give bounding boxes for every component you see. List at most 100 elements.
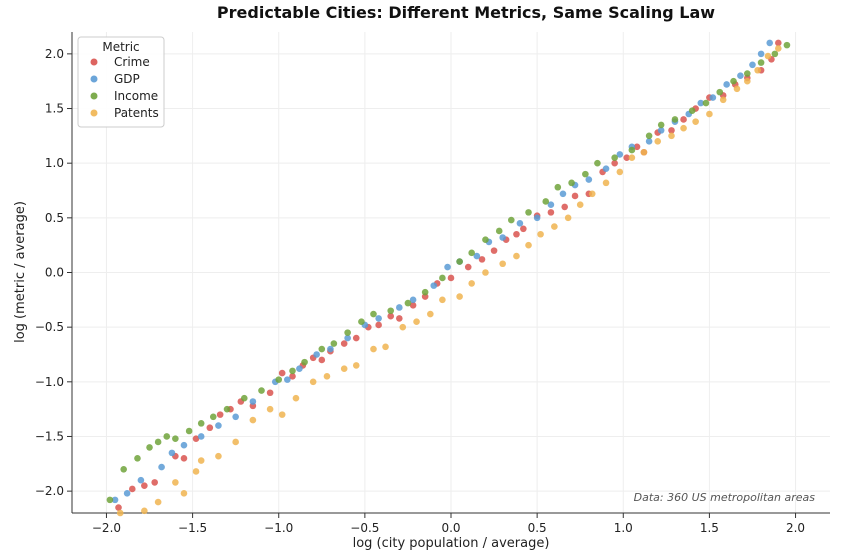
data-point-patents bbox=[197, 457, 205, 464]
data-point-gdp bbox=[602, 165, 610, 172]
legend-title: Metric bbox=[102, 40, 139, 54]
data-point-crime bbox=[128, 485, 136, 493]
legend-label-gdp: GDP bbox=[114, 72, 140, 86]
data-point-crime bbox=[547, 209, 555, 216]
data-point-income bbox=[507, 216, 515, 224]
data-point-gdp bbox=[168, 449, 176, 457]
data-point-income bbox=[657, 121, 665, 129]
legend-marker-income bbox=[90, 92, 98, 100]
data-point-income bbox=[330, 340, 338, 347]
data-point-gdp bbox=[616, 151, 624, 158]
data-point-crime bbox=[571, 192, 579, 200]
data-point-crime bbox=[513, 230, 520, 238]
data-point-gdp bbox=[430, 282, 438, 289]
data-point-income bbox=[688, 107, 696, 115]
data-point-gdp bbox=[344, 334, 351, 342]
data-point-income bbox=[209, 413, 217, 421]
data-point-income bbox=[197, 420, 205, 427]
x-tick-label: 1.5 bbox=[700, 521, 719, 535]
data-point-patents bbox=[352, 362, 360, 369]
data-point-patents bbox=[513, 252, 520, 260]
data-point-income bbox=[163, 433, 171, 440]
data-point-gdp bbox=[396, 304, 403, 311]
data-point-gdp bbox=[409, 296, 417, 304]
data-point-income bbox=[525, 209, 532, 216]
data-point-crime bbox=[141, 482, 148, 489]
data-point-gdp bbox=[158, 463, 165, 471]
data-point-patents bbox=[719, 96, 727, 104]
data-point-patents bbox=[588, 190, 596, 198]
series-income bbox=[106, 41, 791, 504]
data-point-crime bbox=[266, 389, 274, 397]
data-point-income bbox=[439, 274, 446, 282]
data-point-patents bbox=[309, 378, 317, 386]
data-point-crime bbox=[289, 373, 296, 380]
data-point-patents bbox=[154, 498, 162, 506]
data-point-income bbox=[172, 435, 179, 442]
x-tick-label: 1.0 bbox=[614, 521, 633, 535]
data-point-patents bbox=[616, 168, 624, 176]
series-gdp bbox=[111, 39, 774, 504]
data-point-income bbox=[223, 405, 231, 413]
y-axis-label: log (metric / average) bbox=[13, 201, 28, 343]
data-point-gdp bbox=[232, 413, 239, 421]
data-point-crime bbox=[375, 321, 382, 329]
data-point-gdp bbox=[585, 176, 593, 183]
data-point-gdp bbox=[516, 220, 524, 227]
data-point-crime bbox=[409, 301, 417, 309]
data-point-crime bbox=[151, 479, 158, 486]
x-tick-label: 0.5 bbox=[528, 521, 547, 535]
data-point-patents bbox=[323, 373, 331, 380]
data-point-patents bbox=[628, 154, 636, 162]
data-point-income bbox=[301, 358, 308, 366]
legend-marker-patents bbox=[90, 109, 98, 117]
y-tick-label: 2.0 bbox=[45, 47, 64, 61]
legend-label-income: Income bbox=[114, 89, 158, 103]
data-point-gdp bbox=[757, 50, 765, 58]
y-tick-label: −0.5 bbox=[35, 320, 64, 334]
y-tick-label: −1.0 bbox=[35, 375, 64, 389]
data-point-crime bbox=[192, 435, 200, 442]
data-point-income bbox=[344, 329, 351, 336]
data-point-patents bbox=[382, 343, 389, 351]
y-tick-label: −2.0 bbox=[35, 484, 64, 498]
data-point-income bbox=[771, 50, 779, 58]
data-point-income bbox=[289, 367, 296, 375]
data-point-income bbox=[542, 198, 550, 205]
data-point-gdp bbox=[180, 441, 188, 449]
data-point-income bbox=[730, 77, 737, 85]
data-point-gdp bbox=[547, 201, 555, 209]
x-axis-label: log (city population / average) bbox=[353, 536, 550, 551]
data-point-patents bbox=[640, 148, 648, 156]
data-point-gdp bbox=[749, 61, 756, 69]
data-point-crime bbox=[318, 356, 326, 364]
legend-marker-gdp bbox=[90, 75, 98, 83]
data-point-gdp bbox=[123, 490, 131, 497]
data-point-patents bbox=[278, 411, 286, 418]
data-point-gdp bbox=[657, 127, 665, 134]
series-patents bbox=[116, 45, 782, 517]
data-point-gdp bbox=[737, 72, 744, 80]
data-point-patents bbox=[576, 201, 584, 209]
data-points bbox=[106, 39, 791, 517]
data-point-income bbox=[387, 307, 395, 315]
data-point-gdp bbox=[559, 190, 567, 198]
data-source-annotation: Data: 360 US metropolitan areas bbox=[634, 491, 816, 504]
data-point-income bbox=[318, 345, 326, 353]
data-point-patents bbox=[706, 110, 713, 118]
data-point-gdp bbox=[533, 214, 541, 222]
legend-label-patents: Patents bbox=[114, 106, 159, 120]
data-point-crime bbox=[396, 315, 403, 322]
data-point-crime bbox=[115, 504, 122, 511]
data-point-income bbox=[594, 159, 601, 167]
x-ticks: −2.0 −1.5 −1.0 −0.5 0.0 0.5 1.0 1.5 2.0 bbox=[92, 513, 805, 535]
data-point-patents bbox=[680, 124, 687, 132]
y-tick-label: 1.5 bbox=[45, 102, 64, 116]
data-point-patents bbox=[733, 85, 741, 93]
data-point-income bbox=[554, 183, 562, 191]
data-point-gdp bbox=[296, 365, 303, 373]
data-point-income bbox=[134, 455, 141, 462]
data-point-income bbox=[185, 427, 193, 435]
data-point-crime bbox=[633, 143, 641, 151]
data-point-income bbox=[495, 227, 503, 235]
